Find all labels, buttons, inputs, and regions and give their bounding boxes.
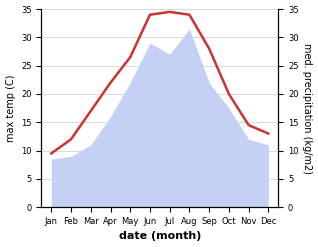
X-axis label: date (month): date (month) (119, 231, 201, 242)
Y-axis label: max temp (C): max temp (C) (5, 74, 16, 142)
Y-axis label: med. precipitation (kg/m2): med. precipitation (kg/m2) (302, 43, 313, 174)
